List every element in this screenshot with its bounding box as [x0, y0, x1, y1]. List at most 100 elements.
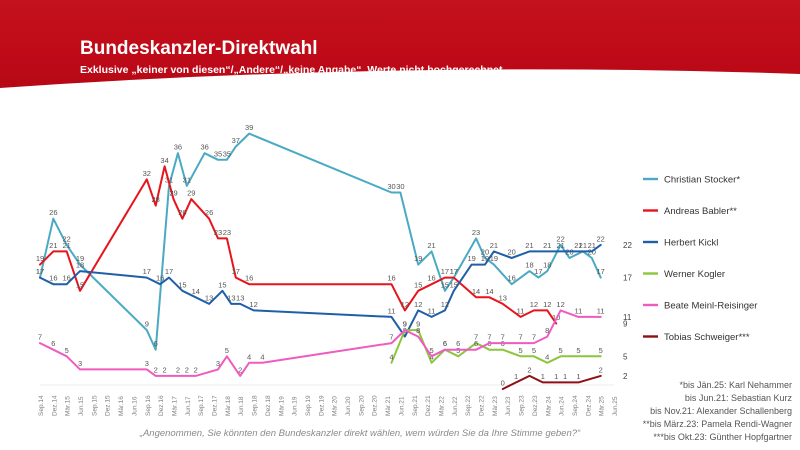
data-label: 29 — [187, 189, 195, 198]
data-label: 15 — [414, 280, 422, 289]
end-value-label: 5 — [623, 352, 628, 361]
data-label: 8 — [416, 326, 420, 335]
data-label: 22 — [63, 234, 71, 243]
data-label: 11 — [388, 306, 396, 315]
data-label: 7 — [532, 333, 536, 342]
chart-subtitle: Exklusive „keiner von diesen“/„Andere“/„… — [80, 64, 503, 76]
data-label: 5 — [559, 346, 563, 355]
x-tick-label: Sep.23 — [519, 395, 526, 416]
data-label: 12 — [543, 300, 551, 309]
data-label: 7 — [501, 333, 505, 342]
data-label: 29 — [169, 189, 177, 198]
data-label: 1 — [576, 372, 580, 381]
data-label: 28 — [152, 195, 160, 204]
x-tick-label: Dez.18 — [265, 395, 272, 416]
x-tick-label: Jun.19 — [292, 396, 299, 416]
data-label: 20 — [481, 248, 489, 257]
data-label: 7 — [389, 333, 393, 342]
x-tick-label: Sep.15 — [91, 395, 98, 416]
end-value-label: 9 — [623, 320, 628, 329]
data-label: 17 — [450, 267, 458, 276]
data-label: 14 — [192, 287, 200, 296]
x-tick-label: Mär.24 — [545, 396, 552, 416]
data-label: 6 — [456, 339, 460, 348]
x-tick-label: Sep.17 — [198, 395, 205, 416]
data-label: 21 — [490, 241, 498, 250]
data-label: 12 — [249, 300, 257, 309]
data-label: 4 — [260, 352, 264, 361]
data-label: 17 — [36, 267, 44, 276]
data-label: 18 — [76, 261, 84, 270]
data-label: 26 — [49, 208, 57, 217]
data-label: 5 — [518, 346, 522, 355]
data-label: 9 — [416, 320, 420, 329]
data-label: 23 — [223, 228, 231, 237]
data-label: 16 — [245, 274, 253, 283]
data-label: 6 — [443, 339, 447, 348]
x-tick-label: Mär.18 — [225, 396, 232, 416]
data-label: 17 — [143, 267, 151, 276]
data-label: 13 — [499, 293, 507, 302]
data-label: 3 — [145, 359, 149, 368]
data-label: 15 — [441, 280, 449, 289]
data-label: 32 — [143, 169, 151, 178]
end-value-label: 11 — [623, 313, 632, 322]
data-label: 5 — [225, 346, 229, 355]
data-label: 12 — [556, 300, 564, 309]
data-label: 12 — [441, 300, 449, 309]
end-value-label: 17 — [623, 274, 632, 283]
chart-title: Bundeskanzler-Direktwahl — [80, 38, 318, 59]
data-label: 35 — [214, 149, 222, 158]
data-label: 17 — [165, 267, 173, 276]
x-tick-label: Jun.20 — [345, 396, 352, 416]
series-line — [390, 329, 602, 364]
data-label: 4 — [247, 352, 251, 361]
x-tick-label: Sep.22 — [465, 395, 472, 416]
data-label: 11 — [428, 306, 436, 315]
data-label: 3 — [78, 359, 82, 368]
data-label: 2 — [527, 365, 531, 374]
data-label: 13 — [227, 293, 235, 302]
x-tick-label: Sep.14 — [38, 395, 45, 416]
data-label: 17 — [534, 267, 542, 276]
data-label: 12 — [530, 300, 538, 309]
data-label: 5 — [532, 346, 536, 355]
data-label: 9 — [403, 320, 407, 329]
data-label: 2 — [599, 365, 603, 374]
data-label: 21 — [49, 241, 57, 250]
data-label: 12 — [401, 300, 409, 309]
data-label: 21 — [525, 241, 533, 250]
data-label: 36 — [174, 143, 182, 152]
series-line — [39, 132, 602, 351]
data-label: 1 — [554, 372, 558, 381]
x-tick-label: Sep.21 — [412, 395, 419, 416]
x-tick-label: Dez.23 — [532, 395, 539, 416]
data-label: 7 — [38, 333, 42, 342]
data-label: 5 — [576, 346, 580, 355]
data-label: 14 — [485, 287, 493, 296]
data-label: 35 — [223, 149, 231, 158]
data-label: 23 — [472, 228, 480, 237]
legend-entry: Beate Meinl-Reisinger — [664, 301, 757, 312]
data-label: 26 — [178, 208, 186, 217]
data-label: 5 — [429, 346, 433, 355]
x-tick-label: Mär.19 — [278, 396, 285, 416]
data-label: 21 — [427, 241, 435, 250]
x-tick-label: Jun.17 — [185, 396, 192, 416]
x-tick-label: Sep.24 — [572, 395, 579, 416]
data-label: 11 — [517, 306, 525, 315]
x-tick-label: Jun.15 — [78, 396, 85, 416]
x-tick-label: Jun.21 — [398, 396, 405, 416]
data-label: 21 — [574, 241, 582, 250]
data-label: 18 — [543, 261, 551, 270]
x-tick-label: Dez.14 — [51, 395, 58, 416]
series-line — [39, 165, 558, 325]
data-label: 19 — [467, 254, 475, 263]
legend-entry: Christian Stocker* — [664, 175, 740, 186]
x-tick-label: Dez.21 — [425, 395, 432, 416]
data-label: 21 — [588, 241, 596, 250]
legend-entry: Werner Kogler — [664, 269, 725, 280]
data-label: 21 — [579, 241, 587, 250]
data-label: 34 — [160, 156, 168, 165]
